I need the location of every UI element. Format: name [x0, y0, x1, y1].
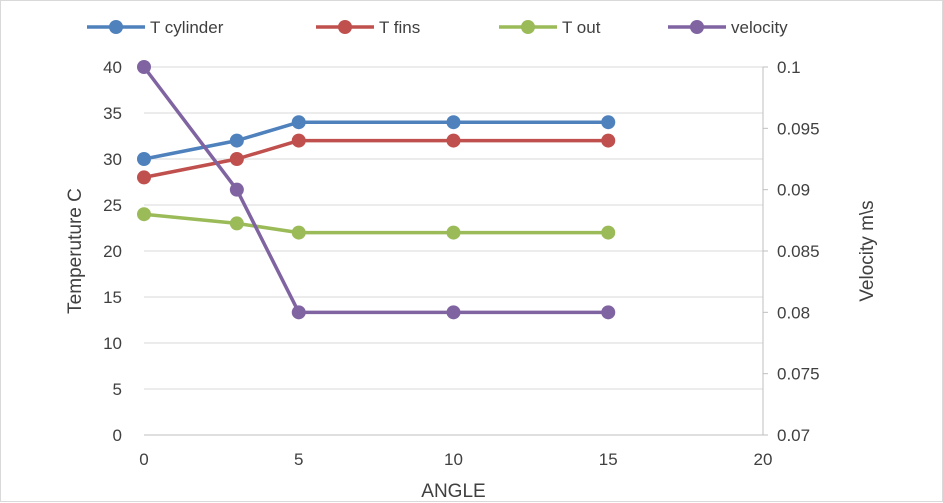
data-point — [137, 60, 151, 74]
right-axis-tick-label: 0.085 — [777, 242, 820, 261]
series-t-fins — [137, 133, 616, 185]
left-axis-tick-label: 10 — [103, 334, 122, 353]
x-axis-tick-label: 10 — [444, 450, 463, 469]
left-axis-tick-label: 35 — [103, 104, 122, 123]
data-point — [601, 305, 616, 320]
legend-swatch-marker — [521, 20, 535, 34]
right-y-axis-title: Velocity m\s — [857, 200, 878, 301]
right-axis-tick-label: 0.08 — [777, 303, 810, 322]
left-axis-tick-label: 30 — [103, 150, 122, 169]
x-axis-tick-label: 15 — [599, 450, 618, 469]
x-axis-tick-labels: 0 5 10 15 20 — [139, 450, 772, 469]
left-axis-tick-label: 15 — [103, 288, 122, 307]
data-point — [229, 182, 244, 197]
data-point — [601, 225, 616, 240]
data-point — [137, 170, 151, 185]
legend: T cylinder T fins T out velocity — [87, 18, 788, 37]
data-point — [229, 152, 244, 166]
legend-swatch-marker — [109, 20, 123, 34]
series-group — [137, 60, 616, 320]
left-axis-tick-label: 20 — [103, 242, 122, 261]
left-y-axis-title: Temperuture C — [65, 188, 86, 314]
legend-item: T out — [499, 18, 601, 37]
left-axis-tick-label: 0 — [113, 426, 122, 445]
right-axis-tick-labels: 0.07 0.075 0.08 0.085 0.09 0.095 0.1 — [777, 58, 820, 445]
series-line — [142, 65, 609, 315]
left-axis-tick-label: 5 — [113, 380, 122, 399]
data-point — [446, 225, 461, 240]
data-point — [291, 305, 306, 320]
axes — [144, 66, 768, 436]
legend-label: velocity — [731, 18, 788, 37]
legend-item: T fins — [316, 18, 420, 37]
right-axis-tick-label: 0.1 — [777, 58, 801, 77]
x-axis-tick-label: 5 — [294, 450, 303, 469]
data-point — [137, 207, 151, 222]
x-axis-tick-label: 20 — [754, 450, 773, 469]
right-axis-tick-label: 0.095 — [777, 119, 820, 138]
data-point — [291, 225, 306, 240]
series-velocity — [137, 60, 616, 320]
x-axis-title: ANGLE — [421, 481, 485, 502]
legend-swatch-marker — [338, 20, 352, 34]
data-point — [229, 133, 244, 148]
legend-label: T out — [562, 18, 601, 37]
series-line — [143, 212, 609, 235]
data-point — [229, 216, 244, 231]
left-axis-tick-labels: 0 5 10 15 20 25 30 35 40 — [103, 58, 122, 445]
data-point — [291, 115, 306, 130]
series-t-cylinder — [137, 115, 616, 166]
data-point — [601, 133, 616, 148]
data-point — [291, 133, 306, 148]
legend-item: velocity — [668, 18, 788, 37]
data-point — [601, 115, 616, 130]
left-axis-tick-label: 25 — [103, 196, 122, 215]
data-point — [446, 133, 461, 148]
data-point — [446, 115, 461, 130]
right-axis-tick-label: 0.075 — [777, 365, 820, 384]
legend-swatch-marker — [690, 20, 704, 34]
right-axis-tick-label: 0.07 — [777, 426, 810, 445]
x-axis-tick-label: 0 — [139, 450, 148, 469]
legend-label: T cylinder — [150, 18, 224, 37]
data-point — [137, 152, 151, 166]
right-axis-tick-label: 0.09 — [777, 181, 810, 200]
legend-item: T cylinder — [87, 18, 224, 37]
series-t-out — [137, 207, 616, 240]
left-axis-tick-label: 40 — [103, 58, 122, 77]
data-point — [446, 305, 461, 320]
legend-label: T fins — [379, 18, 420, 37]
gridlines — [144, 66, 763, 390]
